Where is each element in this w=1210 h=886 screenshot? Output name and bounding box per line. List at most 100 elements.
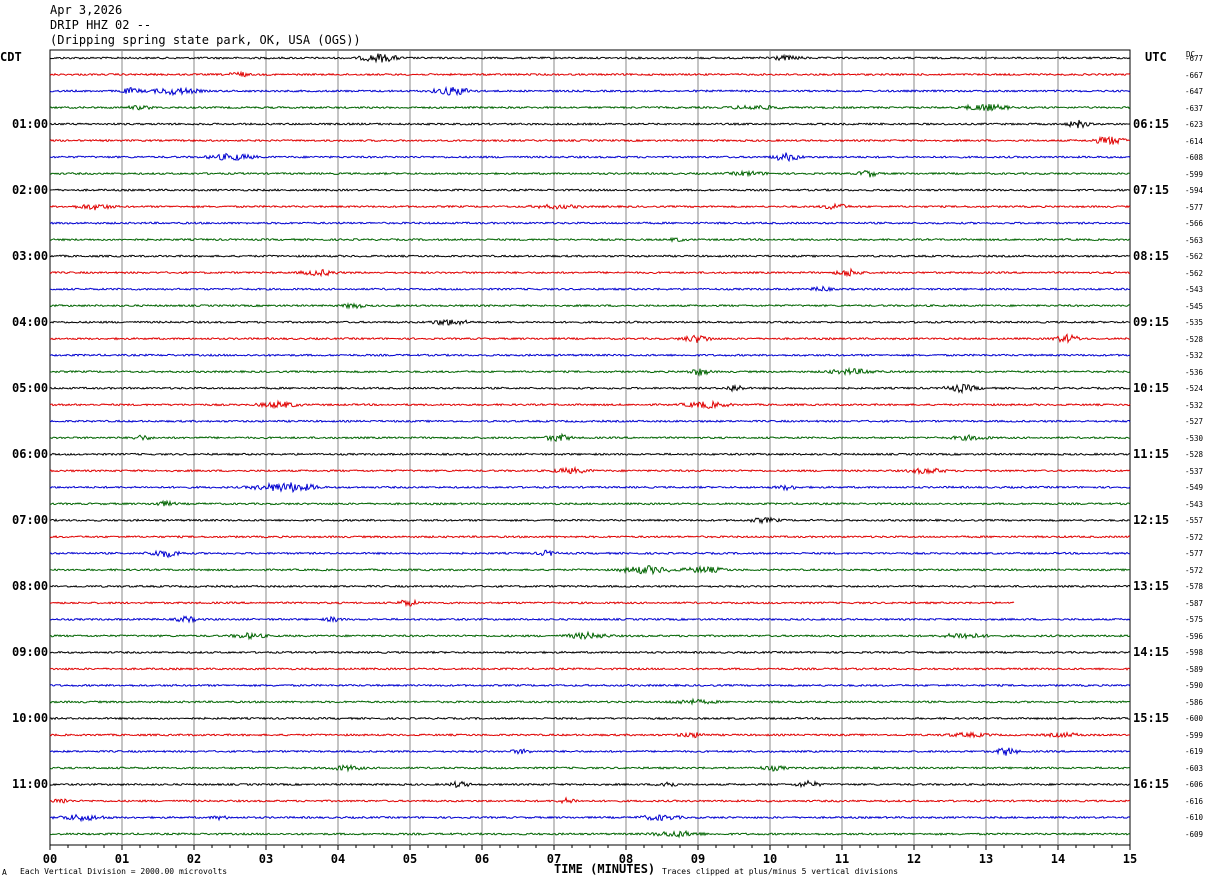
dc-offset-label: -623	[1185, 120, 1204, 130]
x-tick-label: 10	[763, 852, 777, 866]
right-timezone-label: UTC	[1145, 50, 1167, 64]
seismic-trace	[49, 516, 1131, 525]
x-tick-label: 14	[1051, 852, 1065, 866]
seismic-trace	[49, 302, 1130, 310]
seismic-trace	[49, 630, 1131, 641]
left-hour-label: 03:00	[12, 249, 49, 264]
x-tick-label: 13	[979, 852, 993, 866]
x-tick-label: 06	[475, 852, 489, 866]
seismic-trace	[49, 267, 1131, 278]
seismic-trace	[49, 366, 1131, 377]
x-tick-label: 03	[259, 852, 273, 866]
right-hour-label: 08:15	[1133, 249, 1170, 264]
dc-offset-label: -543	[1185, 285, 1204, 295]
seismic-trace	[49, 796, 1130, 805]
dc-offset-label: -536	[1185, 367, 1204, 377]
dc-offset-label: -608	[1185, 153, 1204, 163]
dc-offset-label: -590	[1185, 681, 1204, 691]
dc-offset-label: -530	[1185, 433, 1204, 443]
plot-frame	[49, 49, 1131, 846]
left-hour-label: 02:00	[12, 183, 49, 198]
dc-offset-label: -610	[1185, 813, 1204, 823]
seismic-trace	[49, 202, 1131, 211]
seismic-trace	[49, 103, 1131, 112]
header-location: (Dripping spring state park, OK, USA (OG…	[50, 33, 361, 47]
dc-offset-label: -577	[1185, 549, 1204, 559]
dc-offset-label: -577	[1185, 202, 1204, 212]
seismic-trace	[49, 152, 1131, 163]
right-hour-label: 12:15	[1133, 513, 1170, 528]
header-date: Apr 3,2026	[50, 3, 123, 17]
dc-offset-label: -557	[1185, 516, 1204, 526]
seismic-trace	[49, 285, 1131, 293]
x-tick-label: 07	[547, 852, 561, 866]
dc-offset-label: -677	[1185, 54, 1204, 63]
header-station: DRIP HHZ 02 --	[50, 18, 152, 32]
seismic-trace	[49, 499, 1131, 507]
seismic-trace	[49, 419, 1131, 424]
dc-offset-label: -594	[1185, 186, 1204, 196]
dc-offset-label: -614	[1185, 136, 1204, 146]
dc-offset-label: -600	[1185, 714, 1204, 724]
dc-offset-label: -562	[1185, 268, 1204, 278]
left-hour-label: 07:00	[12, 513, 49, 528]
left-hour-label: 11:00	[12, 777, 49, 792]
x-tick-label: 04	[331, 852, 345, 866]
seismic-trace	[49, 318, 1131, 327]
x-tick-label: 12	[907, 852, 921, 866]
seismic-trace	[49, 169, 1130, 178]
x-tick-label: 08	[619, 852, 633, 866]
dc-offset-label: -596	[1185, 631, 1204, 641]
seismic-trace	[49, 813, 1131, 823]
right-hour-label: 13:15	[1133, 579, 1170, 594]
x-tick-label: 11	[835, 852, 849, 866]
x-tick-label: 15	[1123, 852, 1137, 866]
dc-offset-label: -543	[1185, 499, 1204, 509]
seismic-trace	[49, 598, 1015, 608]
seismic-trace	[49, 667, 1131, 671]
dc-offset-label: -549	[1185, 483, 1204, 493]
seismic-trace	[49, 779, 1131, 789]
seismic-trace	[49, 353, 1131, 358]
seismic-trace	[49, 534, 1131, 539]
dc-offset-label: -609	[1185, 830, 1204, 839]
seismic-trace	[49, 53, 1131, 64]
left-hour-label: 01:00	[12, 117, 49, 132]
seismic-trace	[49, 615, 1131, 624]
dc-offset-label: -578	[1185, 582, 1204, 592]
seismic-trace	[49, 85, 1131, 97]
seismic-trace	[49, 829, 1131, 839]
dc-offset-label: -599	[1185, 169, 1204, 179]
dc-offset-label: -532	[1185, 351, 1204, 361]
dc-offset-label: -647	[1185, 87, 1204, 97]
seismic-trace	[49, 221, 1131, 225]
seismic-trace	[49, 549, 1131, 559]
dc-offset-label: -616	[1185, 796, 1204, 806]
clip-note: Traces clipped at plus/minus 5 vertical …	[662, 867, 899, 876]
dc-offset-label: -562	[1185, 252, 1204, 262]
dc-offset-label: -566	[1185, 219, 1204, 229]
right-hour-label: 07:15	[1133, 183, 1170, 198]
seismic-trace	[49, 383, 1131, 395]
dc-offset-label: -598	[1185, 648, 1204, 658]
dc-offset-label: -535	[1185, 318, 1204, 328]
right-hour-label: 10:15	[1133, 381, 1170, 396]
x-tick-label: 09	[691, 852, 705, 866]
dc-offset-label: -606	[1185, 780, 1204, 790]
seismic-trace	[49, 763, 1131, 773]
seismic-trace	[49, 236, 1131, 243]
seismic-trace	[49, 119, 1131, 129]
seismic-trace	[49, 481, 1131, 494]
right-hour-label: 11:15	[1133, 447, 1170, 462]
seismic-trace	[49, 333, 1130, 345]
dc-offset-label: -599	[1185, 730, 1204, 740]
right-hour-label: 16:15	[1133, 777, 1170, 792]
dc-offset-label: -603	[1185, 763, 1204, 773]
dc-offset-label: -589	[1185, 664, 1204, 674]
dc-offset-label: -586	[1185, 697, 1204, 707]
left-hour-label: 05:00	[12, 381, 49, 396]
dc-header-label: DC	[1186, 50, 1196, 59]
dc-offset-label: -545	[1185, 301, 1204, 311]
seismic-trace	[49, 188, 1131, 192]
